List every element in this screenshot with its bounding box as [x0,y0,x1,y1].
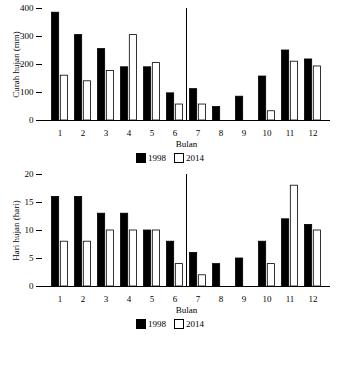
svg-text:5: 5 [150,128,155,138]
svg-text:4: 4 [127,128,132,138]
svg-text:Hari hujan (hari): Hari hujan (hari) [11,200,21,260]
svg-text:6: 6 [173,128,178,138]
svg-text:11: 11 [286,128,295,138]
svg-text:9: 9 [242,294,247,304]
svg-text:6: 6 [173,294,178,304]
svg-text:0: 0 [29,115,34,125]
svg-text:200: 200 [20,59,34,69]
svg-text:8: 8 [219,294,224,304]
svg-text:2: 2 [81,294,86,304]
svg-text:100: 100 [20,87,34,97]
svg-text:3: 3 [104,128,109,138]
svg-text:10: 10 [25,225,35,235]
svg-text:0: 0 [29,281,34,291]
svg-text:10: 10 [263,128,273,138]
svg-text:7: 7 [196,128,201,138]
svg-text:15: 15 [25,197,35,207]
svg-text:3: 3 [104,294,109,304]
svg-text:Bulan: Bulan [176,139,198,149]
svg-text:20: 20 [25,169,35,179]
svg-text:2: 2 [81,128,86,138]
html-text:2014: 2014 [186,152,204,163]
html-text:1998: 1998 [148,152,166,163]
svg-text:8: 8 [219,128,224,138]
svg-text:5: 5 [150,294,155,304]
svg-text:Curah hujan (mm): Curah hujan (mm) [11,31,21,98]
svg-text:12: 12 [309,294,318,304]
html-text:1998: 1998 [148,318,166,329]
svg-text:10: 10 [263,294,273,304]
svg-text:400: 400 [20,3,34,13]
html-text:2014: 2014 [186,318,204,329]
svg-text:1: 1 [58,294,63,304]
svg-text:300: 300 [20,31,34,41]
svg-text:Bulan: Bulan [176,305,198,315]
svg-text:4: 4 [127,294,132,304]
svg-text:7: 7 [196,294,201,304]
svg-text:11: 11 [286,294,295,304]
svg-text:12: 12 [309,128,318,138]
svg-text:9: 9 [242,128,247,138]
svg-text:5: 5 [29,253,34,263]
svg-text:1: 1 [58,128,63,138]
